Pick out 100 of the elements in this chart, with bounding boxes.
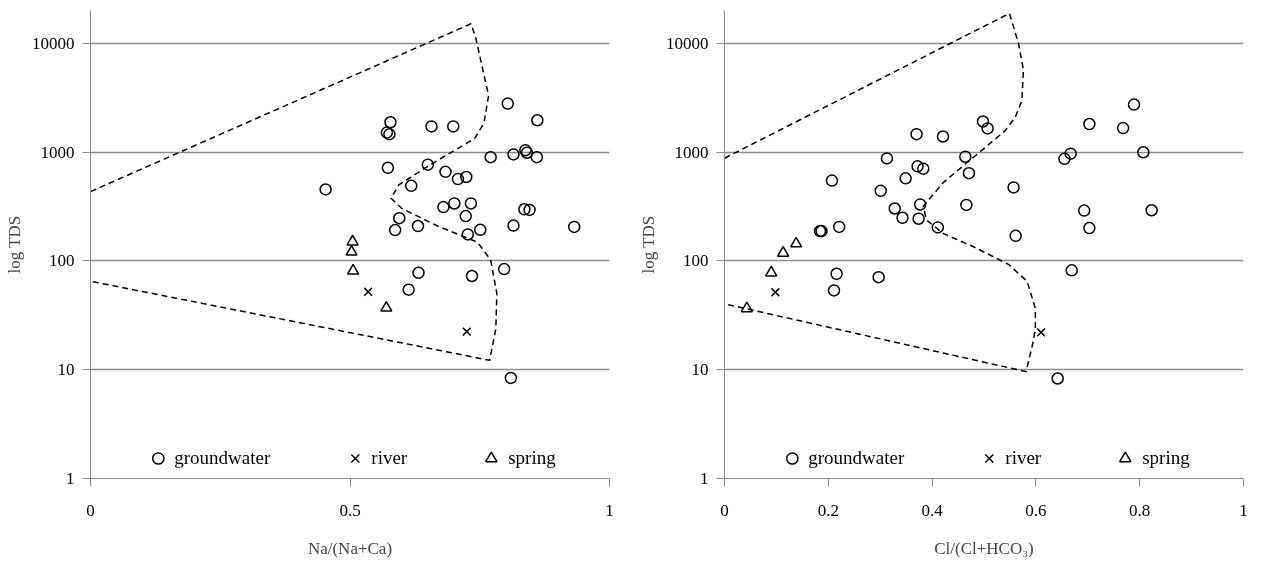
x-tick-label: 1 <box>605 500 614 520</box>
point <box>1009 229 1022 243</box>
point <box>518 203 531 216</box>
point <box>497 262 511 276</box>
point <box>465 269 479 283</box>
point <box>827 284 841 297</box>
legend-label: spring <box>1142 447 1190 469</box>
x-tick-label: 0.4 <box>921 500 944 520</box>
point <box>411 219 425 233</box>
point <box>1058 152 1071 166</box>
y-axis-title: log TDS <box>639 215 658 274</box>
point <box>1083 117 1096 131</box>
point <box>507 148 520 161</box>
point <box>459 209 472 223</box>
y-tick-label: 10 <box>691 360 709 380</box>
point <box>363 287 373 297</box>
point <box>1064 147 1077 160</box>
y-tick-label: 10000 <box>666 33 709 53</box>
point <box>523 203 536 217</box>
point <box>1137 146 1150 159</box>
x-tick-label: 0.5 <box>339 500 361 520</box>
point <box>1145 204 1158 217</box>
point <box>531 114 544 127</box>
point <box>976 115 990 128</box>
point <box>1007 181 1020 194</box>
y-axis-title: log TDS <box>5 215 24 274</box>
x-tick-label: 0.2 <box>817 500 839 520</box>
y-tick-label: 1 <box>66 469 75 488</box>
point <box>931 221 945 234</box>
x-tick-label: 1 <box>1239 500 1248 520</box>
point <box>776 245 790 257</box>
point <box>770 287 780 297</box>
point <box>913 198 927 211</box>
point <box>936 130 950 143</box>
point <box>740 301 754 313</box>
point <box>448 197 461 210</box>
point <box>1051 372 1064 385</box>
y-tick-label: 1 <box>700 469 709 488</box>
legend-label: groundwater <box>808 447 905 469</box>
point <box>962 166 976 180</box>
point <box>319 183 332 196</box>
point <box>912 212 925 225</box>
point <box>1036 327 1046 338</box>
x-tick-label: 0 <box>720 500 729 520</box>
legend-label: groundwater <box>174 447 271 469</box>
point <box>880 152 894 165</box>
y-tick-label: 1000 <box>674 142 709 162</box>
y-tick-label: 1000 <box>40 142 75 162</box>
point <box>381 161 395 175</box>
y-tick-label: 100 <box>49 251 75 271</box>
point <box>917 162 930 175</box>
point <box>959 150 972 163</box>
point <box>872 270 885 284</box>
x-axis-title: Na/(Na+Ca) <box>307 538 393 558</box>
point <box>1083 221 1096 235</box>
x-tick-label: 0 <box>86 500 95 520</box>
point <box>412 266 425 280</box>
point <box>402 283 415 296</box>
legend-label: spring <box>508 447 556 469</box>
point <box>484 150 497 164</box>
point <box>911 160 924 173</box>
point <box>1116 121 1130 135</box>
point <box>451 172 465 186</box>
point <box>384 116 397 129</box>
point <box>1065 264 1078 277</box>
point <box>346 263 360 275</box>
point <box>346 234 359 246</box>
point <box>981 122 994 135</box>
point <box>764 265 778 277</box>
y-tick-label: 10 <box>57 360 75 380</box>
point <box>439 165 452 179</box>
line-series <box>90 23 498 362</box>
point <box>910 127 923 141</box>
point <box>874 184 887 198</box>
point <box>825 174 839 187</box>
point <box>888 202 901 215</box>
point <box>899 172 912 185</box>
point <box>501 97 515 110</box>
x-tick-label: 0.6 <box>1025 500 1047 520</box>
point <box>437 200 450 214</box>
point <box>460 170 473 184</box>
point <box>1127 98 1141 111</box>
point <box>345 244 358 256</box>
line-series <box>724 12 1037 373</box>
point <box>504 371 518 385</box>
point <box>425 120 438 133</box>
point <box>1077 204 1091 217</box>
point <box>404 179 418 193</box>
point <box>421 158 435 171</box>
point <box>461 228 475 241</box>
point <box>393 211 406 225</box>
point <box>380 300 393 312</box>
y-tick-label: 10000 <box>32 33 75 53</box>
point <box>830 267 843 281</box>
point <box>464 197 478 210</box>
point <box>507 219 520 232</box>
point <box>567 220 581 234</box>
point <box>789 236 803 248</box>
point <box>530 150 544 164</box>
point <box>832 220 846 234</box>
